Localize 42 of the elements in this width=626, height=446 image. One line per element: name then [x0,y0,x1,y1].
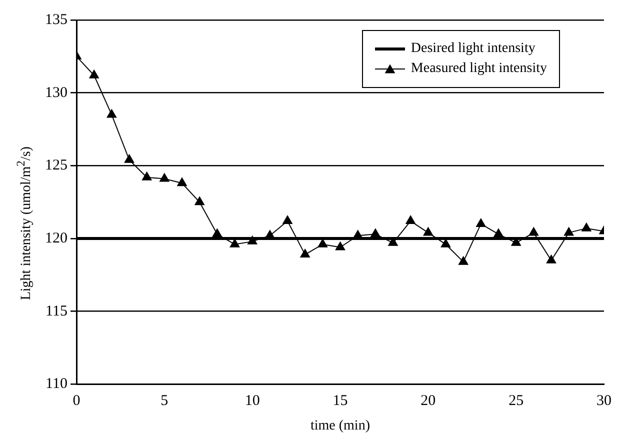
point [282,216,292,224]
point [142,172,152,180]
point [300,249,310,258]
point [230,238,240,248]
y-tick-label: 115 [46,303,68,320]
point [370,228,380,238]
point [564,227,574,236]
point [458,256,468,265]
y-tick-label: 110 [46,376,68,392]
point [212,228,222,238]
y-tick-label: 130 [45,84,68,101]
x-tick-label: 5 [160,393,168,410]
point [89,70,99,78]
y-tick-label: 120 [45,230,68,246]
x-tick-label: 30 [596,393,612,410]
x-tick-label: 10 [244,393,260,410]
legend-label: Desired light intensity [410,41,536,57]
point [546,254,556,264]
x-tick-label: 25 [508,393,524,410]
point [248,236,258,244]
point [335,242,346,250]
point [177,178,187,186]
x-tick-label: 20 [420,393,436,410]
point [582,222,592,232]
point [318,238,328,248]
point [106,109,116,118]
point [511,237,521,246]
point [406,216,416,224]
point [124,154,134,163]
x-tick-label: 0 [72,393,80,410]
point [194,196,204,206]
legend-label: Measured light intensity [410,61,547,77]
point [423,227,433,236]
point [476,218,486,227]
point [494,228,504,238]
point [440,238,451,248]
x-axis-title: time (min) [310,418,370,434]
point [160,173,170,182]
x-tick-label: 15 [332,393,348,410]
y-tick-label: 125 [45,158,68,174]
point [528,227,538,236]
y-tick-label: 135 [45,12,68,28]
